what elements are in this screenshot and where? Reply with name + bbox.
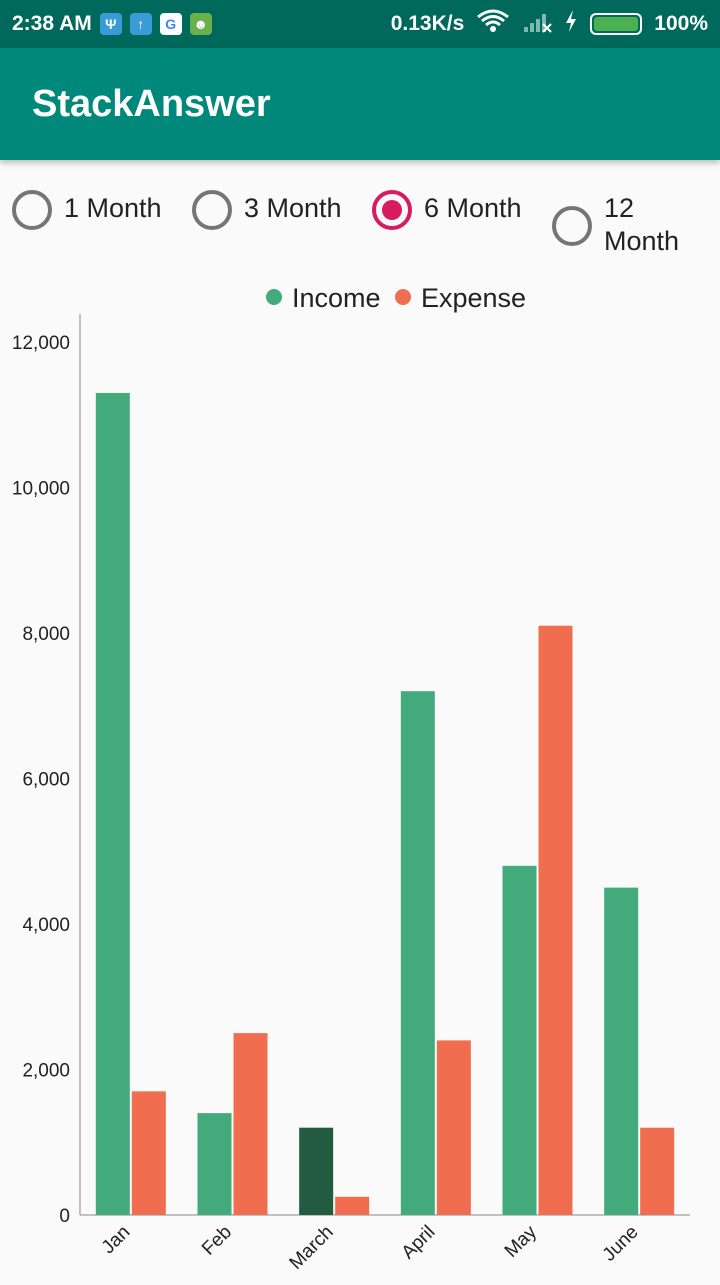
radio-6-month[interactable]: 6 Month bbox=[372, 190, 522, 230]
bar-expense-jan bbox=[131, 1091, 166, 1215]
app-title: StackAnswer bbox=[32, 82, 271, 125]
bar-expense-march bbox=[335, 1196, 370, 1215]
bar-expense-june bbox=[640, 1127, 675, 1215]
legend-label: Expense bbox=[421, 283, 526, 313]
charging-icon bbox=[564, 9, 578, 39]
app-bar: StackAnswer bbox=[0, 48, 720, 160]
radio-label[interactable]: 3 Month bbox=[244, 193, 342, 223]
bar-expense-feb bbox=[233, 1033, 268, 1215]
bar-income-may bbox=[502, 865, 537, 1215]
y-tick-label: 10,000 bbox=[12, 479, 70, 500]
radio-1-month[interactable]: 1 Month bbox=[12, 190, 162, 230]
y-tick-label: 4,000 bbox=[22, 915, 70, 936]
radio-button-icon[interactable] bbox=[372, 190, 412, 230]
bar-income-feb bbox=[197, 1113, 232, 1215]
radio-12-month[interactable]: 12 Month bbox=[552, 190, 694, 258]
radio-3-month[interactable]: 3 Month bbox=[192, 190, 342, 230]
radio-label[interactable]: 12 Month bbox=[604, 193, 680, 256]
radio-button-icon[interactable] bbox=[192, 190, 232, 230]
bar-expense-may bbox=[538, 625, 573, 1215]
android-icon: ☻ bbox=[189, 13, 212, 35]
radio-selected-dot bbox=[382, 200, 402, 220]
radio-button-icon[interactable] bbox=[12, 190, 52, 230]
y-tick-label: 12,000 bbox=[12, 333, 70, 354]
signal-icon bbox=[522, 9, 552, 39]
period-radio-group: 1 Month 3 Month 6 Month 12 Month bbox=[0, 180, 720, 270]
radio-label[interactable]: 6 Month bbox=[424, 193, 522, 223]
y-tick-label: 0 bbox=[59, 1206, 70, 1227]
legend-label: Income bbox=[292, 283, 381, 313]
y-tick-label: 2,000 bbox=[22, 1061, 70, 1082]
wifi-icon bbox=[476, 9, 510, 39]
bar-chart[interactable]: Income Expense 0 2,000 4,000 6,000 8,000 10,000… bbox=[0, 270, 720, 1280]
bar-income-march bbox=[299, 1127, 334, 1215]
upload-icon: ↑ bbox=[129, 13, 152, 35]
status-bar: 2:38 AM Ψ ↑ G ☻ 0.13K/s 100% bbox=[0, 0, 720, 48]
radio-label[interactable]: 1 Month bbox=[64, 193, 162, 223]
usb-icon: Ψ bbox=[99, 13, 122, 35]
legend-marker bbox=[266, 289, 282, 305]
x-tick-label: Feb bbox=[198, 1222, 236, 1260]
x-tick-label: May bbox=[501, 1221, 542, 1262]
y-tick-label: 8,000 bbox=[22, 624, 70, 645]
google-icon: G bbox=[159, 13, 182, 35]
battery-icon bbox=[590, 13, 643, 35]
bar-income-april bbox=[400, 691, 435, 1215]
network-speed: 0.13K/s bbox=[390, 12, 465, 35]
x-tick-label: June bbox=[599, 1222, 643, 1266]
status-time: 2:38 AM bbox=[12, 12, 92, 35]
chart-svg[interactable]: Income Expense 0 2,000 4,000 6,000 8,000 10,000… bbox=[0, 270, 720, 1280]
x-tick-label: March bbox=[286, 1222, 338, 1274]
legend-marker bbox=[395, 289, 411, 305]
bar-expense-april bbox=[436, 1040, 471, 1215]
bar-income-jan bbox=[95, 392, 130, 1215]
radio-button-icon[interactable] bbox=[552, 206, 592, 246]
x-tick-label: Jan bbox=[98, 1222, 135, 1259]
y-tick-label: 6,000 bbox=[22, 770, 70, 791]
battery-percent: 100% bbox=[654, 12, 708, 35]
bar-income-june bbox=[604, 887, 639, 1215]
x-tick-label: April bbox=[398, 1222, 440, 1264]
